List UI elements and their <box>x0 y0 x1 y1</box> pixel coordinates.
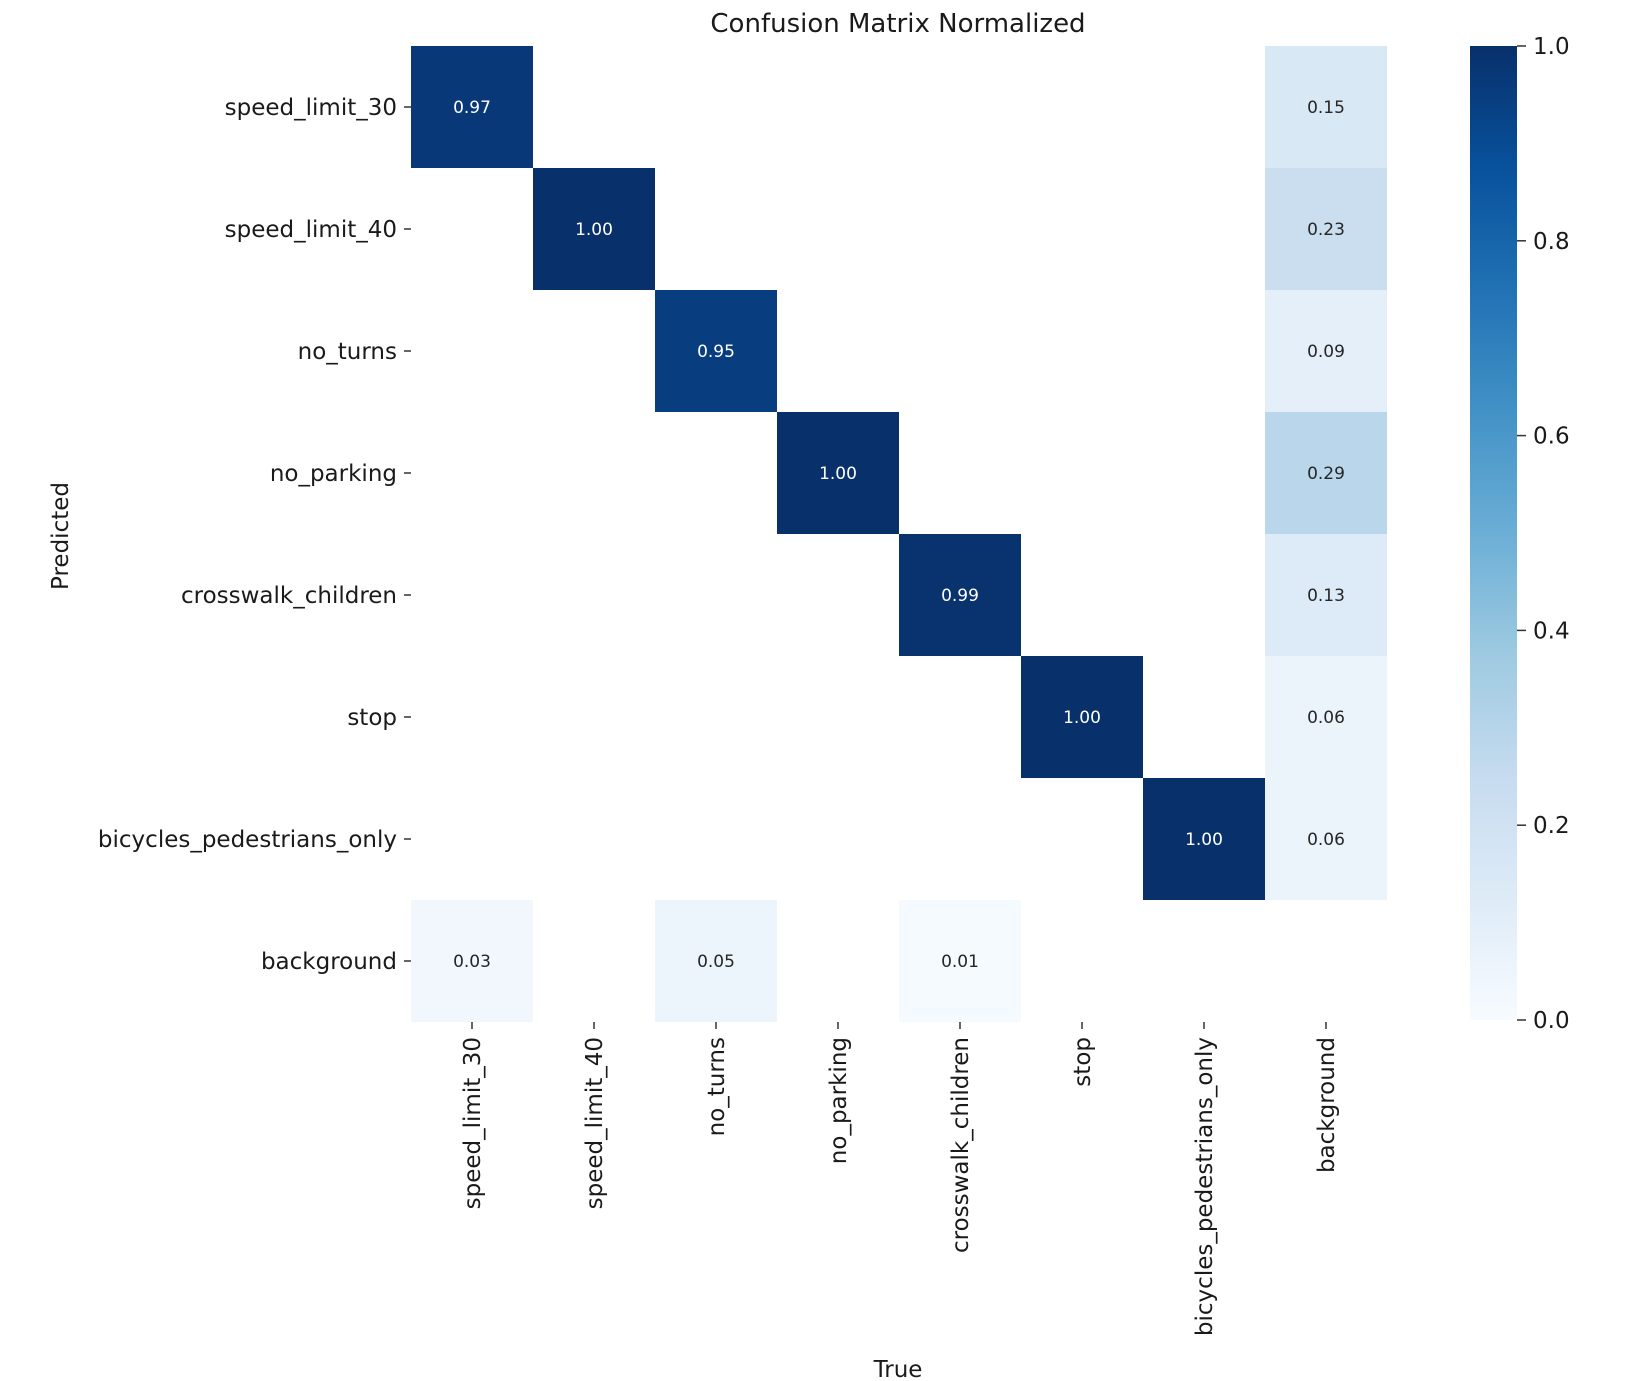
cell-value-label: 1.00 <box>1063 708 1101 728</box>
heatmap-cell <box>1265 290 1387 412</box>
heatmap-cell <box>1265 778 1387 900</box>
colorbar-tick-label: 1.0 <box>1533 34 1570 60</box>
y-axis-ticks: speed_limit_30 speed_limit_40 no_turns no_p… <box>98 95 411 975</box>
y-tick-label: speed_limit_40 <box>225 217 397 243</box>
heatmap-cell <box>1265 656 1387 778</box>
heatmap-cell <box>1021 656 1143 778</box>
cell-value-label: 0.23 <box>1307 220 1345 240</box>
colorbar-tick-label: 0.4 <box>1533 618 1570 644</box>
cell-value-label: 0.15 <box>1307 98 1345 118</box>
x-tick-label: speed_limit_40 <box>582 1037 608 1209</box>
x-tick-label: speed_limit_30 <box>460 1037 486 1209</box>
cell-value-label: 0.01 <box>941 952 979 972</box>
heatmap-cell <box>411 900 533 1022</box>
heatmap-cell <box>411 46 533 168</box>
cell-value-label: 0.06 <box>1307 708 1345 728</box>
x-tick-label: crosswalk_children <box>948 1037 974 1253</box>
y-tick-label: stop <box>347 705 397 731</box>
colorbar-tick-label: 0.2 <box>1533 813 1570 839</box>
y-tick-label: background <box>261 949 397 975</box>
x-tick-label: bicycles_pedestrians_only <box>1192 1037 1218 1336</box>
x-axis-ticks: speed_limit_30 speed_limit_40 no_turns no_p… <box>460 1022 1340 1336</box>
y-axis-label: Predicted <box>48 482 74 590</box>
heatmap-cell <box>533 168 655 290</box>
colorbar-tick-label: 0.6 <box>1533 424 1570 450</box>
cell-value-label: 0.29 <box>1307 464 1345 484</box>
heatmap-cell <box>1143 778 1265 900</box>
cell-value-label: 0.05 <box>697 952 735 972</box>
heatmap-cell <box>655 290 777 412</box>
cell-value-label: 0.99 <box>941 586 979 606</box>
x-tick-label: no_turns <box>704 1037 730 1136</box>
cell-value-label: 0.97 <box>453 98 491 118</box>
y-tick-label: bicycles_pedestrians_only <box>98 827 397 853</box>
heatmap-cell <box>1265 534 1387 656</box>
heatmap-cell <box>899 900 1021 1022</box>
x-tick-label: stop <box>1070 1037 1096 1087</box>
y-tick-label: no_turns <box>298 339 397 365</box>
x-tick-label: background <box>1314 1037 1340 1173</box>
colorbar-ticks: 0.0 0.2 0.4 0.6 0.8 1.0 <box>1517 34 1570 1034</box>
heatmap-cell <box>1265 412 1387 534</box>
x-axis-label: True <box>873 1357 923 1381</box>
colorbar-tick-label: 0.8 <box>1533 229 1570 255</box>
y-tick-label: speed_limit_30 <box>225 95 397 121</box>
cell-value-label: 0.09 <box>1307 342 1345 362</box>
cell-value-label: 1.00 <box>1185 830 1223 850</box>
y-tick-label: crosswalk_children <box>181 583 397 609</box>
heatmap-cell <box>655 900 777 1022</box>
colorbar-tick-label: 0.0 <box>1533 1008 1570 1034</box>
cell-value-label: 1.00 <box>575 220 613 240</box>
heatmap-cell <box>1265 46 1387 168</box>
cell-value-label: 1.00 <box>819 464 857 484</box>
chart-title: Confusion Matrix Normalized <box>710 9 1085 39</box>
cell-value-label: 0.03 <box>453 952 491 972</box>
heatmap-cell <box>777 412 899 534</box>
heatmap-cells: 0.97 0.15 1.00 0.23 0.95 0.09 1.00 0.29 0.99 0.13… <box>411 46 1387 1022</box>
colorbar <box>1470 46 1517 1020</box>
heatmap-cell <box>899 534 1021 656</box>
cell-value-label: 0.13 <box>1307 586 1345 606</box>
x-tick-label: no_parking <box>826 1037 852 1164</box>
y-tick-label: no_parking <box>270 461 397 487</box>
heatmap-cell <box>1265 168 1387 290</box>
cell-value-label: 0.06 <box>1307 830 1345 850</box>
cell-value-label: 0.95 <box>697 342 735 362</box>
